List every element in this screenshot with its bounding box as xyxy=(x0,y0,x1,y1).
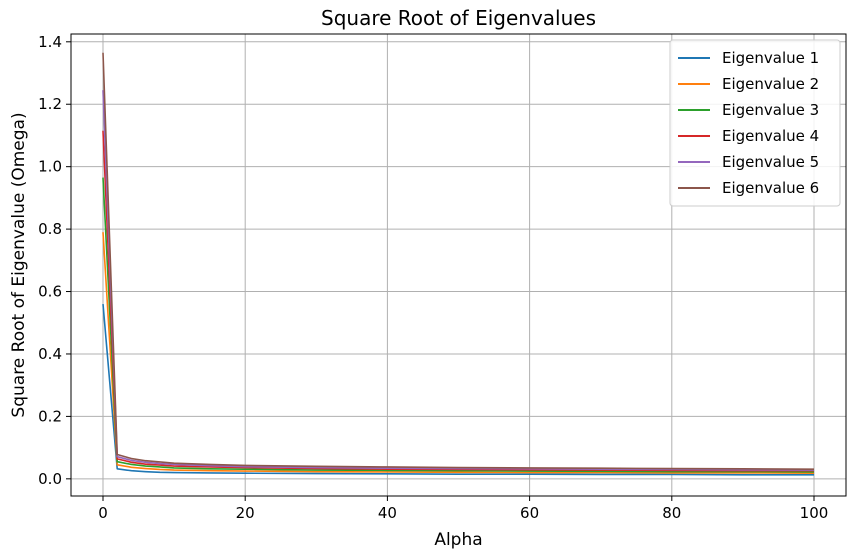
legend: Eigenvalue 1 Eigenvalue 2 Eigenvalue 3 Eige… xyxy=(669,39,841,207)
y-tick-label: 0.6 xyxy=(38,283,62,301)
x-tick-label: 40 xyxy=(378,504,397,522)
legend-box xyxy=(669,39,841,207)
axis-ticks: 0 20 40 60 80 100 0.0 0.2 0.4 0.6 0.8 1.0 1.2 1.4 xyxy=(38,33,828,522)
series-line-eigenvalue-4 xyxy=(102,130,814,472)
legend-label: Eigenvalue 4 xyxy=(722,127,819,145)
grid-lines xyxy=(71,34,846,496)
y-tick-label: 1.0 xyxy=(38,158,62,176)
legend-label: Eigenvalue 2 xyxy=(722,75,819,93)
series-line-eigenvalue-6 xyxy=(102,52,815,470)
legend-label: Eigenvalue 3 xyxy=(722,101,819,119)
legend-label: Eigenvalue 6 xyxy=(722,179,819,197)
y-tick-label: 1.4 xyxy=(38,33,62,51)
y-tick-label: 0.0 xyxy=(38,470,62,488)
series-line-eigenvalue-2 xyxy=(102,232,815,475)
series-line-eigenvalue-5 xyxy=(102,90,815,471)
series-line-eigenvalue-1 xyxy=(102,303,814,476)
y-tick-label: 0.2 xyxy=(38,407,62,425)
x-tick-label: 100 xyxy=(800,504,829,522)
chart-title: Square Root of Eigenvalues xyxy=(321,6,596,30)
series-line-eigenvalue-3 xyxy=(102,177,815,473)
y-tick-label: 0.8 xyxy=(38,220,62,238)
y-axis-title: Square Root of Eigenvalue (Omega) xyxy=(9,112,29,417)
legend-label: Eigenvalue 5 xyxy=(722,153,819,171)
plot-frame xyxy=(70,33,847,497)
series-lines xyxy=(102,52,815,476)
x-tick-label: 0 xyxy=(98,504,108,522)
x-tick-label: 60 xyxy=(520,504,539,522)
y-tick-label: 1.2 xyxy=(38,95,62,113)
x-tick-label: 80 xyxy=(662,504,681,522)
legend-label: Eigenvalue 1 xyxy=(722,49,819,67)
x-axis-title: Alpha xyxy=(434,530,482,550)
y-tick-label: 0.4 xyxy=(38,345,62,363)
x-tick-label: 20 xyxy=(236,504,255,522)
